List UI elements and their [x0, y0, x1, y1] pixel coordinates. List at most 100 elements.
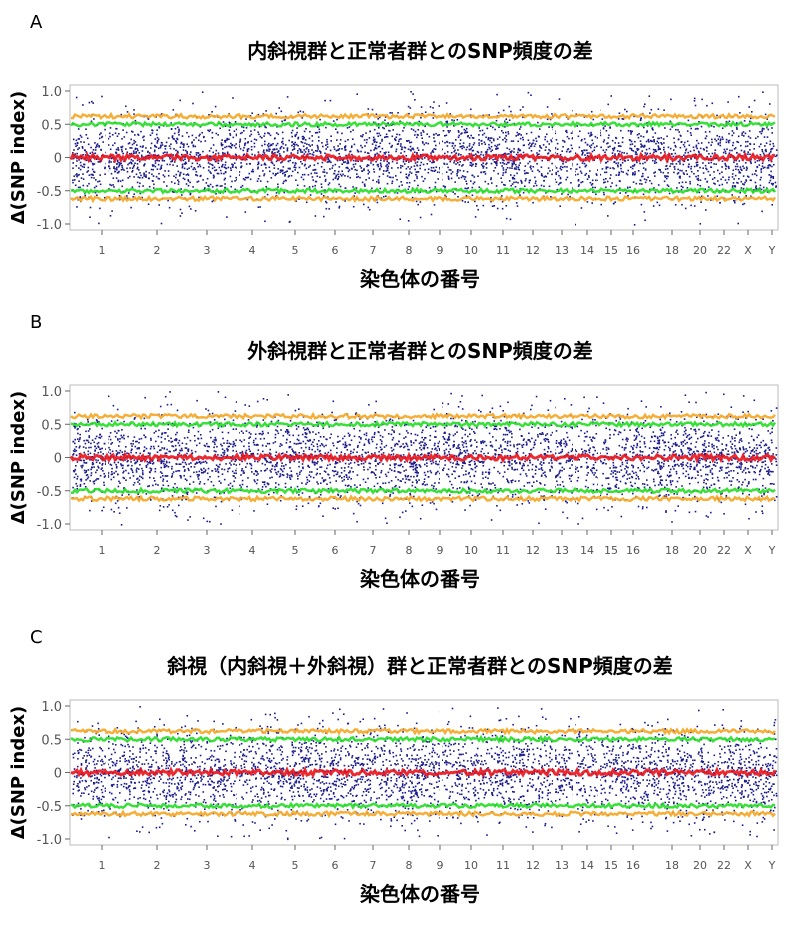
- snp-point: [364, 481, 367, 483]
- snp-point: [581, 152, 584, 155]
- snp-point: [91, 168, 94, 171]
- snp-point: [415, 463, 418, 466]
- snp-point: [188, 160, 190, 162]
- snp-point: [72, 152, 74, 154]
- snp-point: [335, 201, 337, 203]
- snp-point: [766, 118, 768, 120]
- snp-point: [110, 473, 113, 476]
- snp-point: [341, 163, 343, 165]
- snp-point: [415, 171, 418, 173]
- snp-point: [88, 174, 91, 176]
- snp-point: [235, 176, 237, 179]
- snp-point: [471, 186, 474, 189]
- snp-point: [143, 164, 145, 166]
- snp-point: [186, 168, 189, 170]
- snp-point: [166, 151, 168, 154]
- snp-point: [414, 486, 417, 489]
- snp-point: [411, 484, 414, 487]
- snp-point: [656, 436, 659, 438]
- snp-point: [734, 447, 737, 450]
- snp-point: [706, 168, 708, 171]
- snp-point: [462, 170, 465, 172]
- snp-point: [583, 138, 586, 140]
- snp-point: [631, 130, 633, 133]
- snp-point: [294, 162, 297, 164]
- snp-point: [241, 483, 244, 486]
- snp-point: [578, 183, 580, 186]
- snp-point: [222, 455, 224, 458]
- snp-point: [312, 185, 314, 188]
- snp-point: [425, 142, 427, 144]
- snp-point: [441, 148, 443, 151]
- snp-point: [444, 464, 446, 466]
- snp-point: [206, 520, 209, 523]
- snp-point: [402, 159, 405, 161]
- snp-point: [615, 174, 618, 176]
- snp-point: [203, 135, 205, 138]
- snp-point: [384, 116, 387, 118]
- snp-point: [705, 466, 707, 469]
- snp-point: [316, 481, 318, 483]
- snp-point: [395, 139, 397, 142]
- snp-point: [175, 140, 177, 143]
- snp-point: [446, 163, 448, 165]
- snp-point: [584, 154, 586, 156]
- snp-point: [278, 153, 281, 155]
- snp-point: [685, 470, 688, 473]
- snp-point: [392, 123, 394, 126]
- snp-point: [344, 149, 346, 151]
- snp-point: [209, 171, 211, 173]
- snp-point: [180, 463, 182, 465]
- snp-point: [609, 177, 611, 180]
- snp-point: [281, 462, 283, 464]
- snp-point: [652, 129, 654, 131]
- snp-point: [393, 430, 395, 432]
- snp-point: [402, 161, 405, 163]
- snp-point: [79, 134, 82, 137]
- snp-point: [772, 453, 774, 455]
- snp-point: [633, 163, 636, 166]
- snp-point: [274, 174, 276, 177]
- snp-point: [570, 132, 573, 134]
- snp-point: [172, 137, 174, 140]
- snp-point: [305, 201, 308, 204]
- snp-point: [374, 138, 376, 141]
- snp-point: [248, 172, 251, 175]
- snp-point: [305, 446, 307, 449]
- snp-point: [297, 144, 299, 147]
- snp-point: [212, 151, 214, 154]
- snp-point: [471, 146, 473, 148]
- snp-point: [438, 105, 441, 107]
- snp-point: [487, 477, 489, 480]
- snp-point: [536, 163, 538, 165]
- snp-point: [212, 144, 215, 146]
- snp-point: [487, 183, 490, 185]
- snp-point: [286, 429, 288, 431]
- snp-point: [323, 215, 325, 218]
- snp-point: [207, 184, 209, 187]
- snp-point: [163, 448, 165, 450]
- y-tick-label: 0.5: [41, 418, 62, 433]
- snp-point: [405, 469, 407, 471]
- snp-point: [265, 485, 267, 488]
- snp-point: [630, 147, 633, 150]
- snp-point: [517, 140, 519, 143]
- snp-point: [367, 441, 370, 443]
- snp-point: [73, 476, 76, 479]
- snp-point: [737, 169, 740, 171]
- snp-point: [675, 421, 678, 423]
- snp-point: [181, 442, 184, 445]
- snp-point: [413, 151, 416, 153]
- snp-point: [242, 154, 245, 156]
- snp-point: [646, 467, 648, 470]
- snp-point: [410, 475, 412, 478]
- snp-point: [769, 179, 772, 182]
- snp-point: [97, 478, 100, 480]
- snp-point: [704, 178, 707, 180]
- snp-point: [417, 184, 419, 187]
- snp-point: [759, 451, 761, 454]
- snp-point: [407, 188, 410, 191]
- snp-point: [543, 176, 545, 178]
- snp-point: [561, 150, 563, 152]
- snp-point: [213, 159, 216, 161]
